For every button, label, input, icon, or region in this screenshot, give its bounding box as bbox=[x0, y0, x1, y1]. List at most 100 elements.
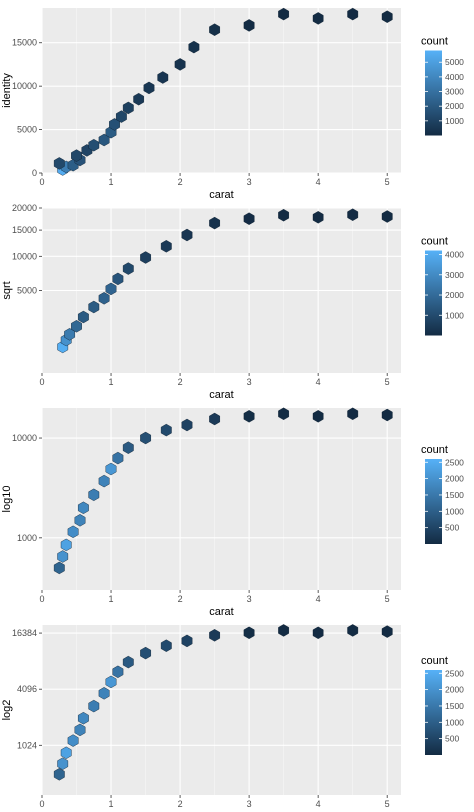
hex-bin bbox=[88, 488, 100, 502]
chart-panel-3: 0 1 2 3 4 5 1000 10000 carat log10 count 500 1000 150… bbox=[1, 407, 464, 618]
legend-colorbar bbox=[425, 50, 442, 136]
hex-bin bbox=[278, 407, 289, 421]
y-tick-label: 5000 bbox=[17, 286, 37, 296]
x-tick-label: 1 bbox=[109, 594, 114, 604]
x-axis-title: carat bbox=[209, 189, 233, 201]
hex-bin bbox=[381, 210, 393, 223]
hex-bin bbox=[67, 734, 79, 747]
x-tick-label: 2 bbox=[178, 799, 183, 809]
y-tick-label: 10000 bbox=[12, 433, 37, 443]
legend-tick-label: 3000 bbox=[445, 87, 464, 97]
hex-bin bbox=[209, 412, 221, 426]
hex-bin bbox=[312, 626, 324, 640]
hex-bin bbox=[112, 665, 124, 679]
hex-bin bbox=[77, 501, 89, 515]
hex-bin bbox=[122, 101, 134, 115]
hex-bin bbox=[140, 431, 152, 445]
x-tick-label: 4 bbox=[316, 799, 321, 809]
hex-bin bbox=[243, 626, 255, 640]
hex-bin bbox=[188, 40, 200, 54]
hex-bin bbox=[53, 157, 65, 170]
hex-bin bbox=[181, 634, 193, 648]
hex-bin bbox=[209, 629, 221, 642]
y-axis-title: log2 bbox=[1, 700, 13, 721]
hex-bin bbox=[278, 7, 289, 21]
legend-tick-label: 500 bbox=[445, 734, 459, 744]
legend-tick-label: 1500 bbox=[445, 490, 464, 500]
hex-bin bbox=[312, 211, 324, 224]
legend-tick-label: 4000 bbox=[445, 250, 464, 260]
hex-bin bbox=[381, 408, 393, 422]
hex-bin bbox=[105, 462, 117, 476]
legend-colorbar bbox=[425, 459, 442, 544]
x-tick-label: 4 bbox=[316, 594, 321, 604]
legend-tick-label: 2000 bbox=[445, 101, 464, 111]
hex-bin bbox=[347, 624, 359, 637]
hex-bin bbox=[243, 410, 255, 423]
hex-bin bbox=[278, 208, 289, 222]
y-axis-title: sqrt bbox=[1, 281, 13, 299]
x-tick-label: 5 bbox=[385, 377, 390, 387]
plot-panel bbox=[42, 625, 401, 795]
x-tick-label: 2 bbox=[178, 377, 183, 387]
x-axis-title: carat bbox=[209, 606, 233, 618]
hex-bin bbox=[181, 418, 193, 432]
legend-tick-label: 500 bbox=[445, 523, 459, 533]
hex-bin bbox=[312, 410, 324, 423]
hex-bin bbox=[181, 228, 193, 242]
hex-bin bbox=[105, 282, 117, 296]
hex-bin bbox=[98, 687, 110, 700]
y-tick-label: 1000 bbox=[17, 533, 37, 543]
x-tick-label: 1 bbox=[109, 177, 114, 187]
x-tick-label: 1 bbox=[109, 799, 114, 809]
y-tick-label: 15000 bbox=[12, 38, 37, 48]
y-tick-label: 0 bbox=[32, 168, 37, 178]
y-tick-label: 1024 bbox=[17, 740, 37, 750]
hex-bin bbox=[88, 699, 100, 713]
legend-tick-label: 2500 bbox=[445, 668, 464, 678]
hex-bin bbox=[160, 639, 172, 652]
y-tick-label: 16384 bbox=[12, 628, 37, 638]
legend-tick-label: 1000 bbox=[445, 116, 464, 126]
legend-colorbar bbox=[425, 250, 442, 336]
hex-bin bbox=[209, 216, 221, 230]
legend-tick-label: 1000 bbox=[445, 506, 464, 516]
x-tick-label: 3 bbox=[247, 377, 252, 387]
hex-bin bbox=[112, 272, 124, 286]
x-tick-label: 4 bbox=[316, 377, 321, 387]
hex-bin bbox=[53, 561, 65, 575]
hex-bin bbox=[57, 550, 69, 563]
hex-bin bbox=[157, 71, 169, 84]
hex-bin bbox=[60, 538, 72, 552]
hex-bin bbox=[122, 441, 134, 454]
y-tick-label: 10000 bbox=[12, 251, 37, 261]
hex-bin bbox=[381, 10, 393, 23]
y-axis-title: identity bbox=[1, 73, 13, 108]
x-tick-label: 0 bbox=[39, 594, 44, 604]
x-tick-label: 5 bbox=[385, 594, 390, 604]
hex-bin bbox=[209, 23, 221, 36]
legend-title: count bbox=[421, 236, 448, 248]
x-tick-label: 2 bbox=[178, 177, 183, 187]
hex-bin bbox=[112, 451, 124, 465]
x-axis-title: carat bbox=[209, 389, 233, 401]
y-tick-label: 10000 bbox=[12, 81, 37, 91]
hex-bin bbox=[60, 746, 72, 760]
legend-title: count bbox=[421, 444, 448, 456]
hex-bin bbox=[122, 655, 134, 669]
legend-colorbar bbox=[425, 670, 442, 755]
y-axis-title: log10 bbox=[1, 486, 13, 513]
x-tick-label: 5 bbox=[385, 799, 390, 809]
hex-bin bbox=[98, 474, 110, 488]
x-tick-label: 3 bbox=[247, 799, 252, 809]
legend-tick-label: 2000 bbox=[445, 290, 464, 300]
x-tick-label: 0 bbox=[39, 377, 44, 387]
y-tick-label: 4096 bbox=[17, 684, 37, 694]
legend-tick-label: 1000 bbox=[445, 717, 464, 727]
x-tick-label: 2 bbox=[178, 594, 183, 604]
legend-tick-label: 1000 bbox=[445, 310, 464, 320]
legend-tick-label: 1500 bbox=[445, 701, 464, 711]
hex-bin bbox=[140, 251, 152, 264]
